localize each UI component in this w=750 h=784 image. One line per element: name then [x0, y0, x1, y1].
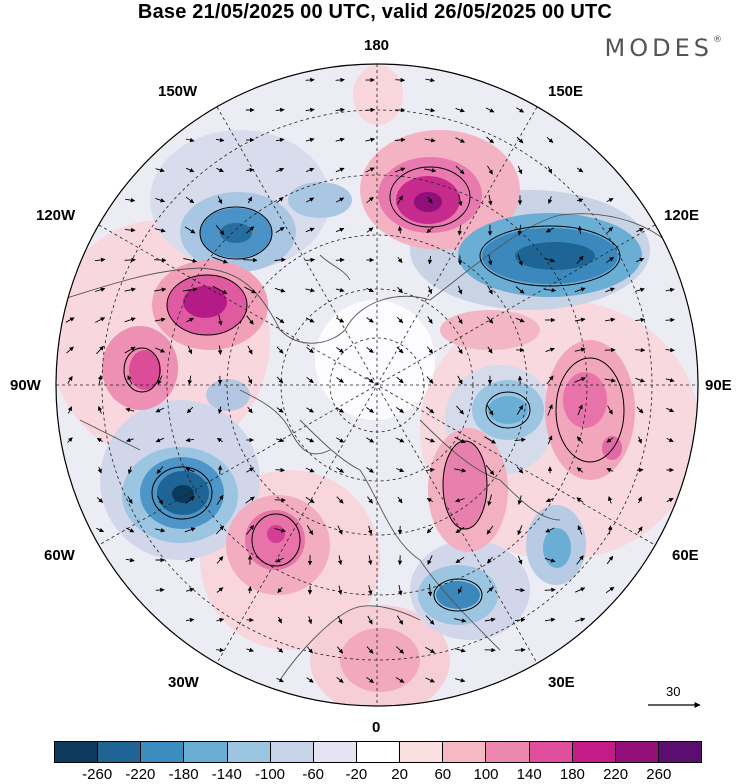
lon-label-150e: 150E	[548, 84, 583, 100]
colorbar-cell	[573, 742, 616, 762]
wind-arrow	[276, 470, 285, 471]
brand-logo: MODES®	[605, 34, 722, 62]
wind-arrow	[154, 260, 166, 261]
lon-label-180: 180	[364, 38, 389, 54]
map-title: Base 21/05/2025 00 UTC, valid 26/05/2025…	[0, 0, 750, 24]
colorbar-tick-labels: -260 -220 -180 -140 -100 -60 -20 20 60 100 140 180 2…	[54, 766, 702, 784]
colorbar-cell	[98, 742, 141, 762]
lon-label-90w: 90W	[10, 378, 41, 394]
colorbar-tick-label: 220	[603, 766, 628, 783]
colorbar-cell	[228, 742, 271, 762]
colorbar-cell	[184, 742, 227, 762]
colorbar-cell	[55, 742, 98, 762]
wind-arrow	[545, 590, 556, 591]
wind-arrow	[637, 470, 643, 471]
lon-label-120w: 120W	[36, 208, 75, 224]
wind-arrow	[243, 260, 257, 261]
colorbar-tick-label: 60	[434, 766, 451, 783]
colorbar-tick-label: 100	[473, 766, 498, 783]
brand-mark: ®	[713, 35, 722, 45]
lon-label-60e: 60E	[672, 548, 699, 564]
colorbar-cell	[486, 742, 529, 762]
lon-label-120e: 120E	[664, 208, 699, 224]
wind-arrow	[216, 650, 224, 651]
colorbar-tick-label: -20	[346, 766, 368, 783]
colorbar-tick-label: 20	[391, 766, 408, 783]
lon-label-0: 0	[372, 720, 380, 736]
wind-arrow	[156, 590, 164, 591]
colorbar-tick-label: -260	[82, 766, 112, 783]
colorbar-cell	[314, 742, 357, 762]
wind-arrow	[395, 80, 404, 81]
colorbar-tick-label: 180	[560, 766, 585, 783]
colorbar-cell	[659, 742, 701, 762]
colorbar-tick-label: -220	[125, 766, 155, 783]
colorbar-cell	[357, 742, 400, 762]
wind-arrow	[125, 260, 136, 261]
colorbar-cell	[271, 742, 314, 762]
colorbar-tick-label: -140	[212, 766, 242, 783]
colorbar-tick-label: -100	[255, 766, 285, 783]
wind-arrow	[336, 260, 344, 261]
lon-label-150w: 150W	[158, 84, 197, 100]
brand-text: MODES	[605, 34, 713, 62]
colorbar-cell	[616, 742, 659, 762]
colorbar-cell	[141, 742, 184, 762]
wind-arrow	[515, 650, 525, 651]
colorbar-cell	[443, 742, 486, 762]
colorbar-tick-label: -180	[169, 766, 199, 783]
colorbar-tick-label: 140	[517, 766, 542, 783]
colorbar-cell	[530, 742, 573, 762]
lon-label-90e: 90E	[705, 378, 732, 394]
lon-label-30w: 30W	[168, 675, 199, 691]
colorbar-cell	[400, 742, 443, 762]
wind-arrow	[635, 350, 645, 351]
wind-arrow	[306, 80, 315, 81]
wind-arrow	[220, 466, 221, 475]
lon-label-60w: 60W	[44, 548, 75, 564]
wind-arrow	[666, 320, 675, 321]
wind-arrow	[336, 80, 345, 81]
colorbar-tick-label: -60	[302, 766, 324, 783]
reference-vector-label: 30	[666, 684, 680, 699]
colorbar	[54, 741, 702, 763]
colorbar-tick-label: 260	[646, 766, 671, 783]
lon-label-30e: 30E	[548, 675, 575, 691]
